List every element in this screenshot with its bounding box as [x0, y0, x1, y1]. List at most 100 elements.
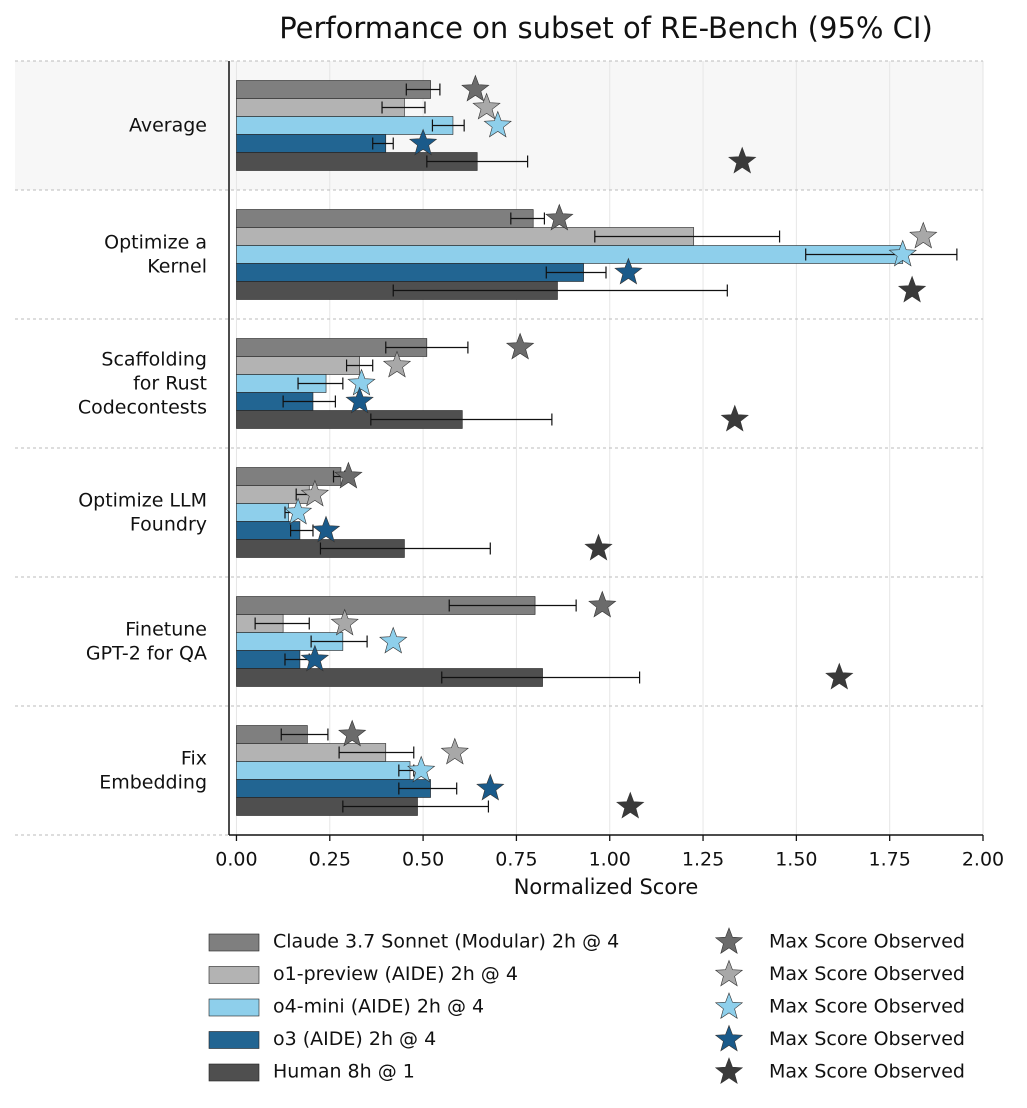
max-score-star: [888, 239, 917, 267]
legend: Claude 3.7 Sonnet (Modular) 2h @ 4 Max Sc…: [208, 927, 965, 1084]
legend-swatch: [208, 1031, 260, 1049]
grid: 0.00 0.25 0.50 0.75 1.00 1.25 1.50 1.75 2.00: [15, 60, 1004, 871]
bar: [236, 263, 584, 282]
error-bar: [280, 728, 329, 741]
legend-label: Max Score Observed: [769, 931, 965, 953]
max-score-star: [345, 386, 374, 414]
max-score-star: [461, 74, 490, 102]
error-bar: [426, 155, 529, 168]
error-bar: [338, 746, 415, 759]
bar: [236, 761, 411, 780]
error-bar: [372, 137, 394, 150]
x-tick-label: 0.50: [402, 849, 444, 871]
error-bar: [405, 83, 441, 96]
bar: [236, 245, 904, 264]
bar: [236, 80, 431, 99]
max-score-star: [616, 791, 645, 819]
error-bar: [431, 119, 465, 132]
bar: [236, 356, 360, 375]
max-score-star: [334, 461, 363, 489]
max-score-star: [408, 128, 438, 156]
max-score-star: [311, 515, 341, 543]
chart-title: Performance on subset of RE-Bench (95% C…: [279, 11, 933, 45]
max-score-star: [545, 203, 574, 231]
legend-swatch: [208, 966, 260, 984]
x-tick-label: 1.75: [869, 849, 911, 871]
max-score-star: [283, 497, 313, 525]
max-score-star: [338, 719, 367, 747]
error-bar: [545, 266, 607, 279]
x-tick-label: 1.50: [775, 849, 817, 871]
max-score-star: [347, 368, 376, 396]
legend-star: [714, 1057, 744, 1084]
category-label: Finetune GPT-2 for QA: [86, 618, 207, 664]
x-tick-label: 0.75: [495, 849, 537, 871]
error-bar: [594, 230, 781, 243]
error-bar: [310, 635, 368, 648]
category-label: Optimize LLM Foundry: [78, 489, 207, 535]
max-score-star: [300, 479, 330, 507]
legend-star: [714, 1024, 744, 1052]
error-bar: [254, 617, 310, 630]
max-score-star: [440, 737, 469, 765]
x-tick-label: 1.25: [682, 849, 724, 871]
error-bar: [510, 212, 546, 225]
max-score-star: [379, 626, 408, 654]
category-label: Fix Embedding: [99, 747, 207, 793]
legend-label: o1-preview (AIDE) 2h @ 4: [273, 963, 518, 985]
category-label: Scaffolding for Rust Codecontests: [78, 348, 207, 418]
legend-swatch: [208, 933, 260, 952]
x-tick-label: 0.25: [309, 849, 351, 871]
error-bar: [345, 359, 374, 372]
legend-label: o3 (AIDE) 2h @ 4: [273, 1028, 436, 1050]
max-score-star: [825, 662, 854, 690]
bar: [236, 134, 387, 153]
error-bar: [398, 782, 458, 795]
error-bar: [441, 671, 641, 684]
legend-star: [714, 992, 744, 1019]
legend-label: Claude 3.7 Sonnet (Modular) 2h @ 4: [273, 931, 619, 953]
error-bar: [370, 413, 553, 426]
legend-star: [714, 927, 744, 954]
max-score-star: [909, 221, 938, 249]
bar: [236, 503, 290, 522]
error-bar: [392, 284, 728, 297]
error-bar: [381, 101, 426, 114]
legend-swatch: [208, 1063, 260, 1082]
max-score-star: [614, 257, 643, 285]
x-axis-label: Normalized Score: [514, 875, 699, 899]
error-bar: [805, 248, 958, 261]
bar: [236, 467, 342, 486]
x-tick-label: 0.00: [215, 849, 257, 871]
max-score-star: [588, 590, 617, 618]
error-bar: [297, 377, 344, 390]
max-score-star: [897, 275, 927, 303]
max-score-star: [505, 332, 535, 360]
error-bar: [282, 395, 336, 408]
legend-swatch: [208, 998, 260, 1017]
max-score-star: [382, 350, 412, 378]
error-bar: [448, 599, 577, 612]
max-score-star: [300, 644, 330, 672]
error-bar: [319, 542, 491, 555]
max-score-star: [330, 608, 359, 636]
max-score-star: [476, 773, 505, 801]
max-score-star: [720, 404, 749, 432]
legend-label: o4-mini (AIDE) 2h @ 4: [273, 996, 484, 1018]
legend-label: Max Score Observed: [769, 963, 965, 985]
x-tick-label: 2.00: [962, 849, 1004, 871]
legend-label: Human 8h @ 1: [273, 1061, 415, 1083]
bar: [236, 98, 405, 117]
bar: [236, 116, 454, 135]
category-label: Optimize a Kernel: [104, 231, 207, 277]
legend-star: [714, 959, 744, 987]
legend-label: Max Score Observed: [769, 1028, 965, 1050]
error-bar: [342, 800, 490, 813]
max-score-star: [483, 110, 512, 138]
max-score-star: [472, 92, 501, 120]
category-label: Average: [129, 114, 207, 136]
max-score-star: [407, 755, 436, 783]
legend-label: Max Score Observed: [769, 1061, 965, 1083]
max-score-star: [584, 533, 613, 561]
